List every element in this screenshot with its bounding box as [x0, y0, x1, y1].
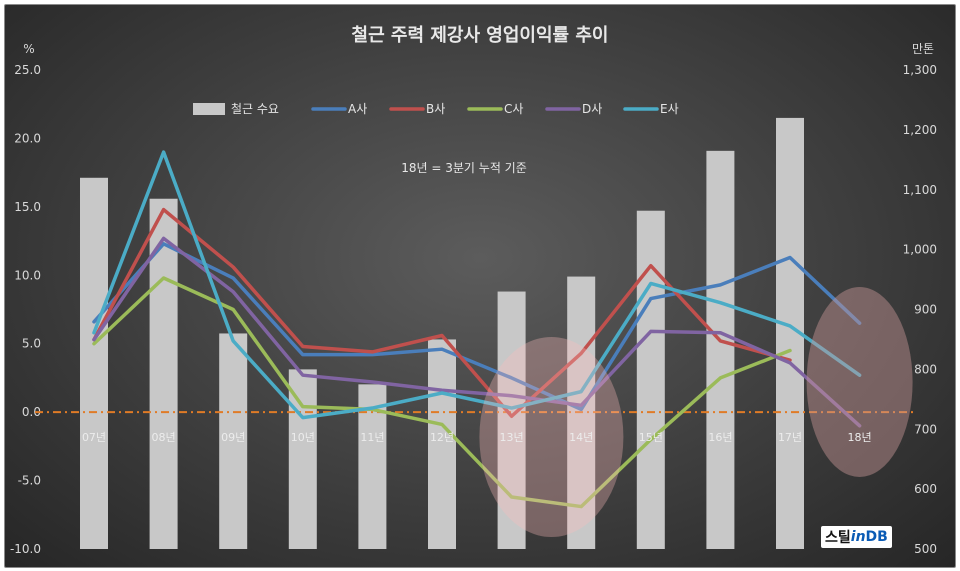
x-tick-label: 13년: [500, 431, 524, 444]
x-tick-label: 12년: [430, 431, 454, 444]
right-axis-unit: 만톤: [912, 42, 934, 56]
legend-label: E사: [660, 102, 679, 116]
bar-철근-수요: [428, 339, 456, 549]
x-tick-label: 16년: [708, 431, 732, 444]
left-axis-unit: %: [23, 42, 34, 56]
chart-svg: 철근 주력 제강사 영업이익률 추이% 만톤 -10.0 -5.0 0.0 5.0 10.0…: [10, 25, 937, 556]
right-tick-label: 900: [914, 303, 937, 317]
line-A사: [92, 242, 862, 412]
highlight-13-14-ellipse: [479, 337, 624, 537]
x-tick-label: 15년: [639, 431, 663, 444]
x-tick-label: 10년: [291, 431, 315, 444]
bar-철근-수요: [636, 210, 665, 550]
chart-title: 철근 주력 제강사 영업이익률 추이: [352, 25, 609, 46]
watermark-part1: 스틸: [825, 530, 851, 546]
legend-label: 철근 수요: [231, 102, 279, 116]
bar-철근-수요: [288, 369, 317, 549]
right-tick-label: 1,200: [903, 123, 937, 137]
line-E사: [92, 150, 862, 420]
bar-철근-수요: [149, 198, 178, 549]
bar-철근-수요: [497, 291, 526, 549]
x-tick-label: 08년: [152, 431, 176, 444]
legend-label: A사: [348, 102, 367, 116]
legend-label: D사: [582, 102, 602, 116]
right-tick-label: 700: [914, 422, 937, 436]
left-tick-label: 5.0: [22, 337, 41, 351]
watermark-part3: DB: [865, 529, 888, 545]
right-tick-label: 1,000: [903, 243, 937, 257]
x-tick-label: 18년: [848, 431, 872, 444]
left-tick-label: 10.0: [14, 268, 41, 282]
right-tick-label: 600: [914, 482, 937, 496]
x-tick-label: 09년: [221, 431, 245, 444]
left-tick-label: 15.0: [14, 200, 41, 214]
left-tick-label: 20.0: [14, 131, 41, 145]
chart-frame: 철근 주력 제강사 영업이익률 추이% 만톤 -10.0 -5.0 0.0 5.0 10.0…: [4, 4, 956, 568]
x-tick-label: 11년: [360, 431, 384, 444]
chart-note: 18년 = 3분기 누적 기준: [401, 161, 527, 175]
right-tick-label: 1,100: [903, 183, 937, 197]
highlight-18-ellipse: [806, 287, 913, 477]
x-tick-label: 17년: [778, 431, 802, 444]
bar-철근-수요: [706, 150, 735, 550]
bar-철근-수요: [219, 333, 248, 549]
left-tick-label: -10.0: [10, 542, 41, 556]
steelindb-watermark: 스틸 in DB: [821, 526, 892, 548]
legend-label: C사: [504, 102, 523, 116]
x-tick-label: 14년: [569, 431, 593, 444]
legend-swatch-bar: [193, 103, 225, 115]
left-tick-label: 25.0: [14, 63, 41, 77]
left-tick-label: -5.0: [18, 474, 41, 488]
x-tick-label: 07년: [82, 431, 106, 444]
line-C사: [92, 276, 792, 509]
line-D사: [92, 236, 862, 428]
right-tick-label: 800: [914, 362, 937, 376]
legend-label: B사: [426, 102, 445, 116]
right-tick-label: 1,300: [903, 63, 937, 77]
right-tick-label: 500: [914, 542, 937, 556]
watermark-part2: in: [850, 529, 866, 545]
bar-철근-수요: [80, 177, 108, 549]
left-tick-label: 0.0: [22, 405, 41, 419]
